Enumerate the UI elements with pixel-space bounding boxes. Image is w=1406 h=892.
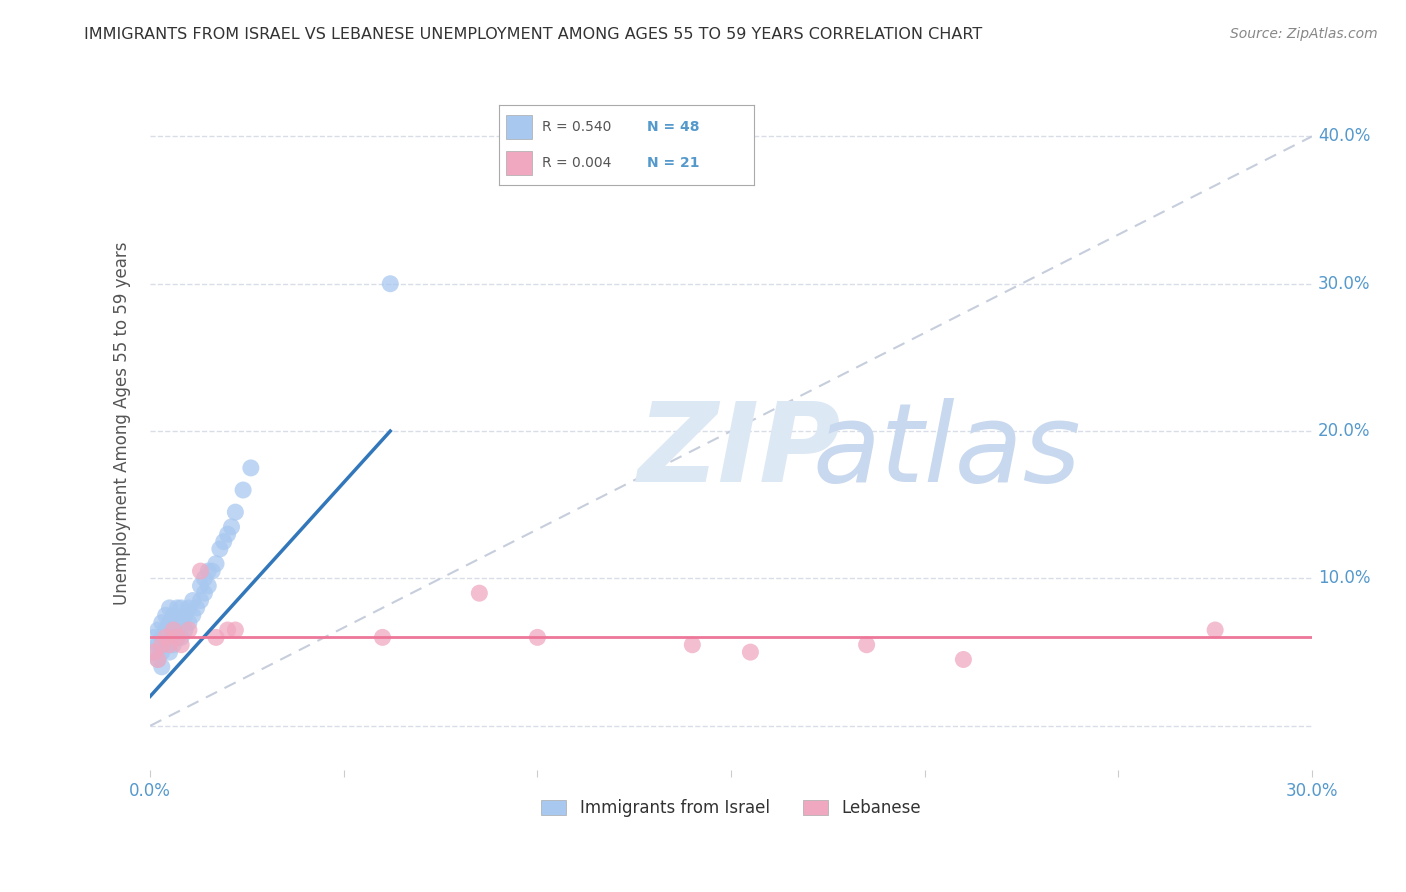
Point	[166, 631, 188, 645]
Point	[232, 483, 254, 497]
Point	[208, 541, 231, 556]
Point	[159, 631, 181, 645]
Point	[143, 645, 166, 659]
Point	[174, 608, 197, 623]
Point	[221, 520, 243, 534]
Text: 10.0%: 10.0%	[1317, 569, 1371, 588]
Point	[155, 638, 177, 652]
Point	[224, 505, 246, 519]
Point	[155, 608, 177, 623]
Point	[150, 631, 173, 645]
Point	[162, 623, 184, 637]
Point	[150, 660, 173, 674]
Point	[197, 579, 219, 593]
Legend: Immigrants from Israel, Lebanese: Immigrants from Israel, Lebanese	[534, 793, 928, 824]
Text: 40.0%: 40.0%	[1317, 128, 1369, 145]
Point	[186, 601, 208, 615]
Point	[224, 623, 246, 637]
Point	[181, 593, 204, 607]
Point	[146, 652, 169, 666]
Point	[143, 645, 166, 659]
Point	[212, 534, 235, 549]
Point	[177, 623, 200, 637]
Point	[205, 631, 228, 645]
Point	[177, 615, 200, 630]
Point	[371, 631, 394, 645]
Point	[146, 623, 169, 637]
Point	[146, 638, 169, 652]
Point	[159, 601, 181, 615]
Point	[177, 601, 200, 615]
Point	[190, 593, 212, 607]
Point	[201, 564, 224, 578]
Point	[526, 631, 548, 645]
Point	[166, 631, 188, 645]
Point	[146, 652, 169, 666]
Point	[155, 623, 177, 637]
Point	[855, 638, 877, 652]
Point	[162, 608, 184, 623]
Text: 30.0%: 30.0%	[1317, 275, 1371, 293]
Point	[159, 638, 181, 652]
Point	[170, 615, 193, 630]
Point	[155, 631, 177, 645]
Point	[162, 623, 184, 637]
Point	[239, 461, 262, 475]
Point	[143, 631, 166, 645]
Point	[1204, 623, 1226, 637]
Point	[159, 615, 181, 630]
Point	[166, 601, 188, 615]
Point	[205, 557, 228, 571]
Point	[740, 645, 762, 659]
Text: 20.0%: 20.0%	[1317, 422, 1371, 440]
Text: Source: ZipAtlas.com: Source: ZipAtlas.com	[1230, 27, 1378, 41]
Point	[162, 638, 184, 652]
Point	[681, 638, 703, 652]
Point	[952, 652, 974, 666]
Point	[150, 638, 173, 652]
Point	[190, 579, 212, 593]
Point	[380, 277, 402, 291]
Point	[197, 564, 219, 578]
Point	[174, 623, 197, 637]
Point	[193, 571, 215, 585]
Y-axis label: Unemployment Among Ages 55 to 59 years: Unemployment Among Ages 55 to 59 years	[114, 242, 131, 606]
Point	[468, 586, 491, 600]
Text: ZIP: ZIP	[638, 398, 842, 505]
Point	[170, 601, 193, 615]
Point	[150, 615, 173, 630]
Point	[217, 527, 239, 541]
Point	[190, 564, 212, 578]
Point	[159, 645, 181, 659]
Point	[217, 623, 239, 637]
Text: IMMIGRANTS FROM ISRAEL VS LEBANESE UNEMPLOYMENT AMONG AGES 55 TO 59 YEARS CORREL: IMMIGRANTS FROM ISRAEL VS LEBANESE UNEMP…	[84, 27, 983, 42]
Point	[181, 608, 204, 623]
Text: atlas: atlas	[813, 398, 1081, 505]
Point	[150, 645, 173, 659]
Point	[166, 615, 188, 630]
Point	[170, 631, 193, 645]
Point	[170, 638, 193, 652]
Point	[193, 586, 215, 600]
